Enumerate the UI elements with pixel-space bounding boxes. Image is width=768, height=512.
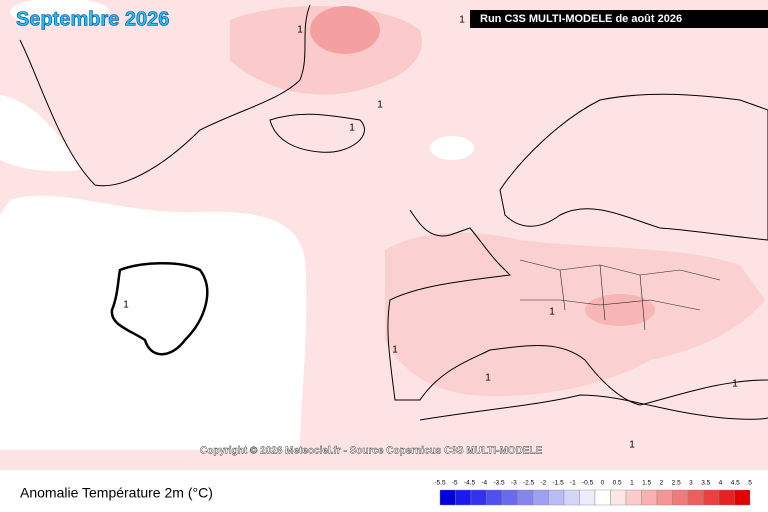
scale-swatch <box>641 489 658 506</box>
scale-tick-label: -2 <box>540 480 546 487</box>
scale-swatch <box>625 489 642 506</box>
scale-tick-label: 4 <box>719 480 723 487</box>
scale-swatch <box>579 489 596 506</box>
scale-swatch <box>455 489 472 506</box>
scale-tick-label: 2.5 <box>672 480 681 487</box>
scale-tick-label: -2.5 <box>523 480 535 487</box>
map <box>0 0 768 470</box>
neutral-zone <box>0 95 80 172</box>
country-borders <box>519 259 721 331</box>
scale-tick-label: -4.5 <box>464 480 476 487</box>
scale-tick-label: -5 <box>452 480 458 487</box>
warm-core <box>310 6 380 54</box>
scale-tick-label: 1.5 <box>642 480 651 487</box>
contour-label: 1 <box>485 373 491 384</box>
contour-line <box>110 262 209 356</box>
scale-swatch <box>734 489 751 506</box>
scale-swatch <box>672 489 689 506</box>
scale-tick-label: -0.5 <box>582 480 594 487</box>
scale-swatch <box>532 489 549 506</box>
contour-label: 1 <box>377 100 383 111</box>
scale-swatch <box>470 489 487 506</box>
scale-tick-label: 5 <box>748 480 752 487</box>
coastline <box>419 394 768 421</box>
neutral-zone <box>10 0 110 26</box>
scale-tick-label: -3.5 <box>493 480 505 487</box>
neutral-zone <box>430 136 474 160</box>
scale-tick-label: -3 <box>511 480 517 487</box>
scale-tick-label: -5.5 <box>434 480 446 487</box>
coastline <box>499 93 768 241</box>
scale-swatch <box>703 489 720 506</box>
scale-tick-label: -4 <box>481 480 487 487</box>
contour-label: 1 <box>549 307 555 318</box>
scale-swatch <box>439 489 456 506</box>
legend-title: Anomalie Température 2m (°C) <box>20 485 213 501</box>
scale-swatch <box>501 489 518 506</box>
scale-swatch <box>687 489 704 506</box>
contour-label: 1 <box>297 25 303 36</box>
coastline <box>19 4 311 187</box>
warm-zone <box>385 232 765 397</box>
scale-tick-label: 0.5 <box>613 480 622 487</box>
contour-labels: 1 1 1 1 1 1 1 1 1 1 <box>123 15 738 451</box>
scale-tick-label: 1 <box>630 480 634 487</box>
contour-label: 1 <box>392 345 398 356</box>
scale-swatch <box>563 489 580 506</box>
contour-label: 1 <box>123 300 129 311</box>
scale-swatch <box>486 489 503 506</box>
contour-label: 1 <box>629 440 635 451</box>
scale-tick-label: 0 <box>601 480 605 487</box>
contour-label: 1 <box>732 379 738 390</box>
warm-core <box>585 294 655 326</box>
contour-label: 1 <box>349 123 355 134</box>
map-title: Septembre 2026 <box>16 8 169 30</box>
scale-swatch <box>594 489 611 506</box>
copyright: Copyright © 2026 Meteociel.fr - Source C… <box>200 446 543 457</box>
scale-tick-label: -1 <box>570 480 576 487</box>
run-info-box <box>470 10 768 28</box>
scale-swatch <box>718 489 735 506</box>
scale-swatch <box>548 489 565 506</box>
scale-tick-label: 3 <box>689 480 693 487</box>
scale-tick-label: 2 <box>660 480 664 487</box>
contour-label: 1 <box>459 15 465 26</box>
coastline <box>269 113 365 153</box>
neutral-zone <box>0 195 307 450</box>
scale-tick-label: 3.5 <box>701 480 710 487</box>
scale-swatch <box>517 489 534 506</box>
scale-tick-label: 4.5 <box>731 480 740 487</box>
scale-tick-label: -1.5 <box>552 480 564 487</box>
scale-swatch <box>656 489 673 506</box>
run-info: Run C3S MULTI-MODELE de août 2026 <box>480 13 682 25</box>
color-scale: -5.5 -5 -4.5 -4 -3.5 -3 -2.5 -2 -1.5 -1 -0.5 0 0.5 1 1… <box>434 480 752 506</box>
scale-swatch <box>610 489 627 506</box>
